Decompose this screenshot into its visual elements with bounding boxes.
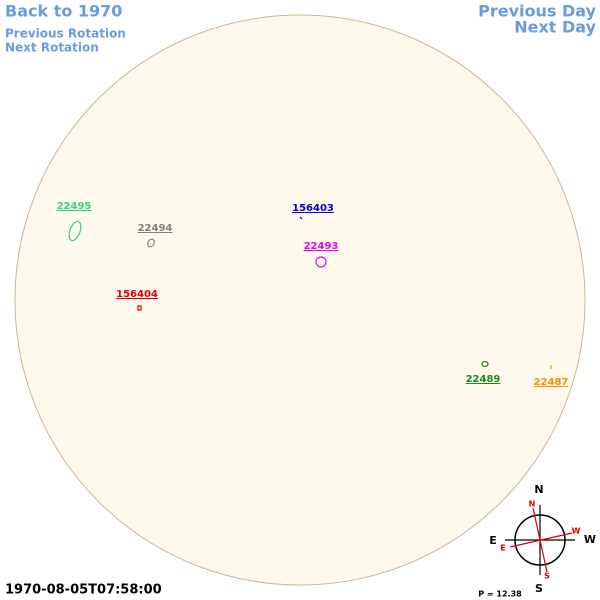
region-spot (137, 305, 142, 311)
next-rotation-link[interactable]: Next Rotation (5, 41, 99, 55)
compass-w: W (584, 533, 596, 546)
timestamp: 1970-08-05T07:58:00 (5, 583, 162, 598)
region-spot (68, 220, 82, 242)
region-label[interactable]: 156404 (116, 289, 158, 300)
prev-day-link[interactable]: Previous Day (478, 2, 596, 21)
compass-e: E (489, 534, 497, 547)
region-spot (315, 256, 327, 268)
region-label[interactable]: 156403 (292, 203, 334, 214)
compass-s: S (535, 582, 543, 595)
compass-red-e: E (500, 544, 505, 553)
region-label[interactable]: 22494 (138, 223, 173, 234)
compass-red-n: N (529, 500, 536, 509)
compass-red-s: S (544, 572, 550, 581)
prev-rotation-link[interactable]: Previous Rotation (5, 27, 126, 41)
region-label[interactable]: 22487 (534, 377, 569, 388)
region-spot (147, 238, 155, 248)
compass-red-w: W (572, 527, 581, 536)
compass-n: N (534, 483, 543, 496)
region-spot (299, 216, 303, 220)
region-spot (481, 360, 489, 368)
compass: N S E W N S E W P = 12.38 (478, 483, 596, 599)
region-label[interactable]: 22495 (57, 201, 92, 212)
solar-disk (14, 14, 586, 586)
region-label[interactable]: 22493 (304, 241, 339, 252)
compass-red-ew (509, 532, 573, 548)
next-day-link[interactable]: Next Day (514, 18, 596, 37)
region-label[interactable]: 22489 (466, 374, 501, 385)
p-angle: P = 12.38 (478, 590, 522, 599)
back-link[interactable]: Back to 1970 (5, 2, 122, 21)
